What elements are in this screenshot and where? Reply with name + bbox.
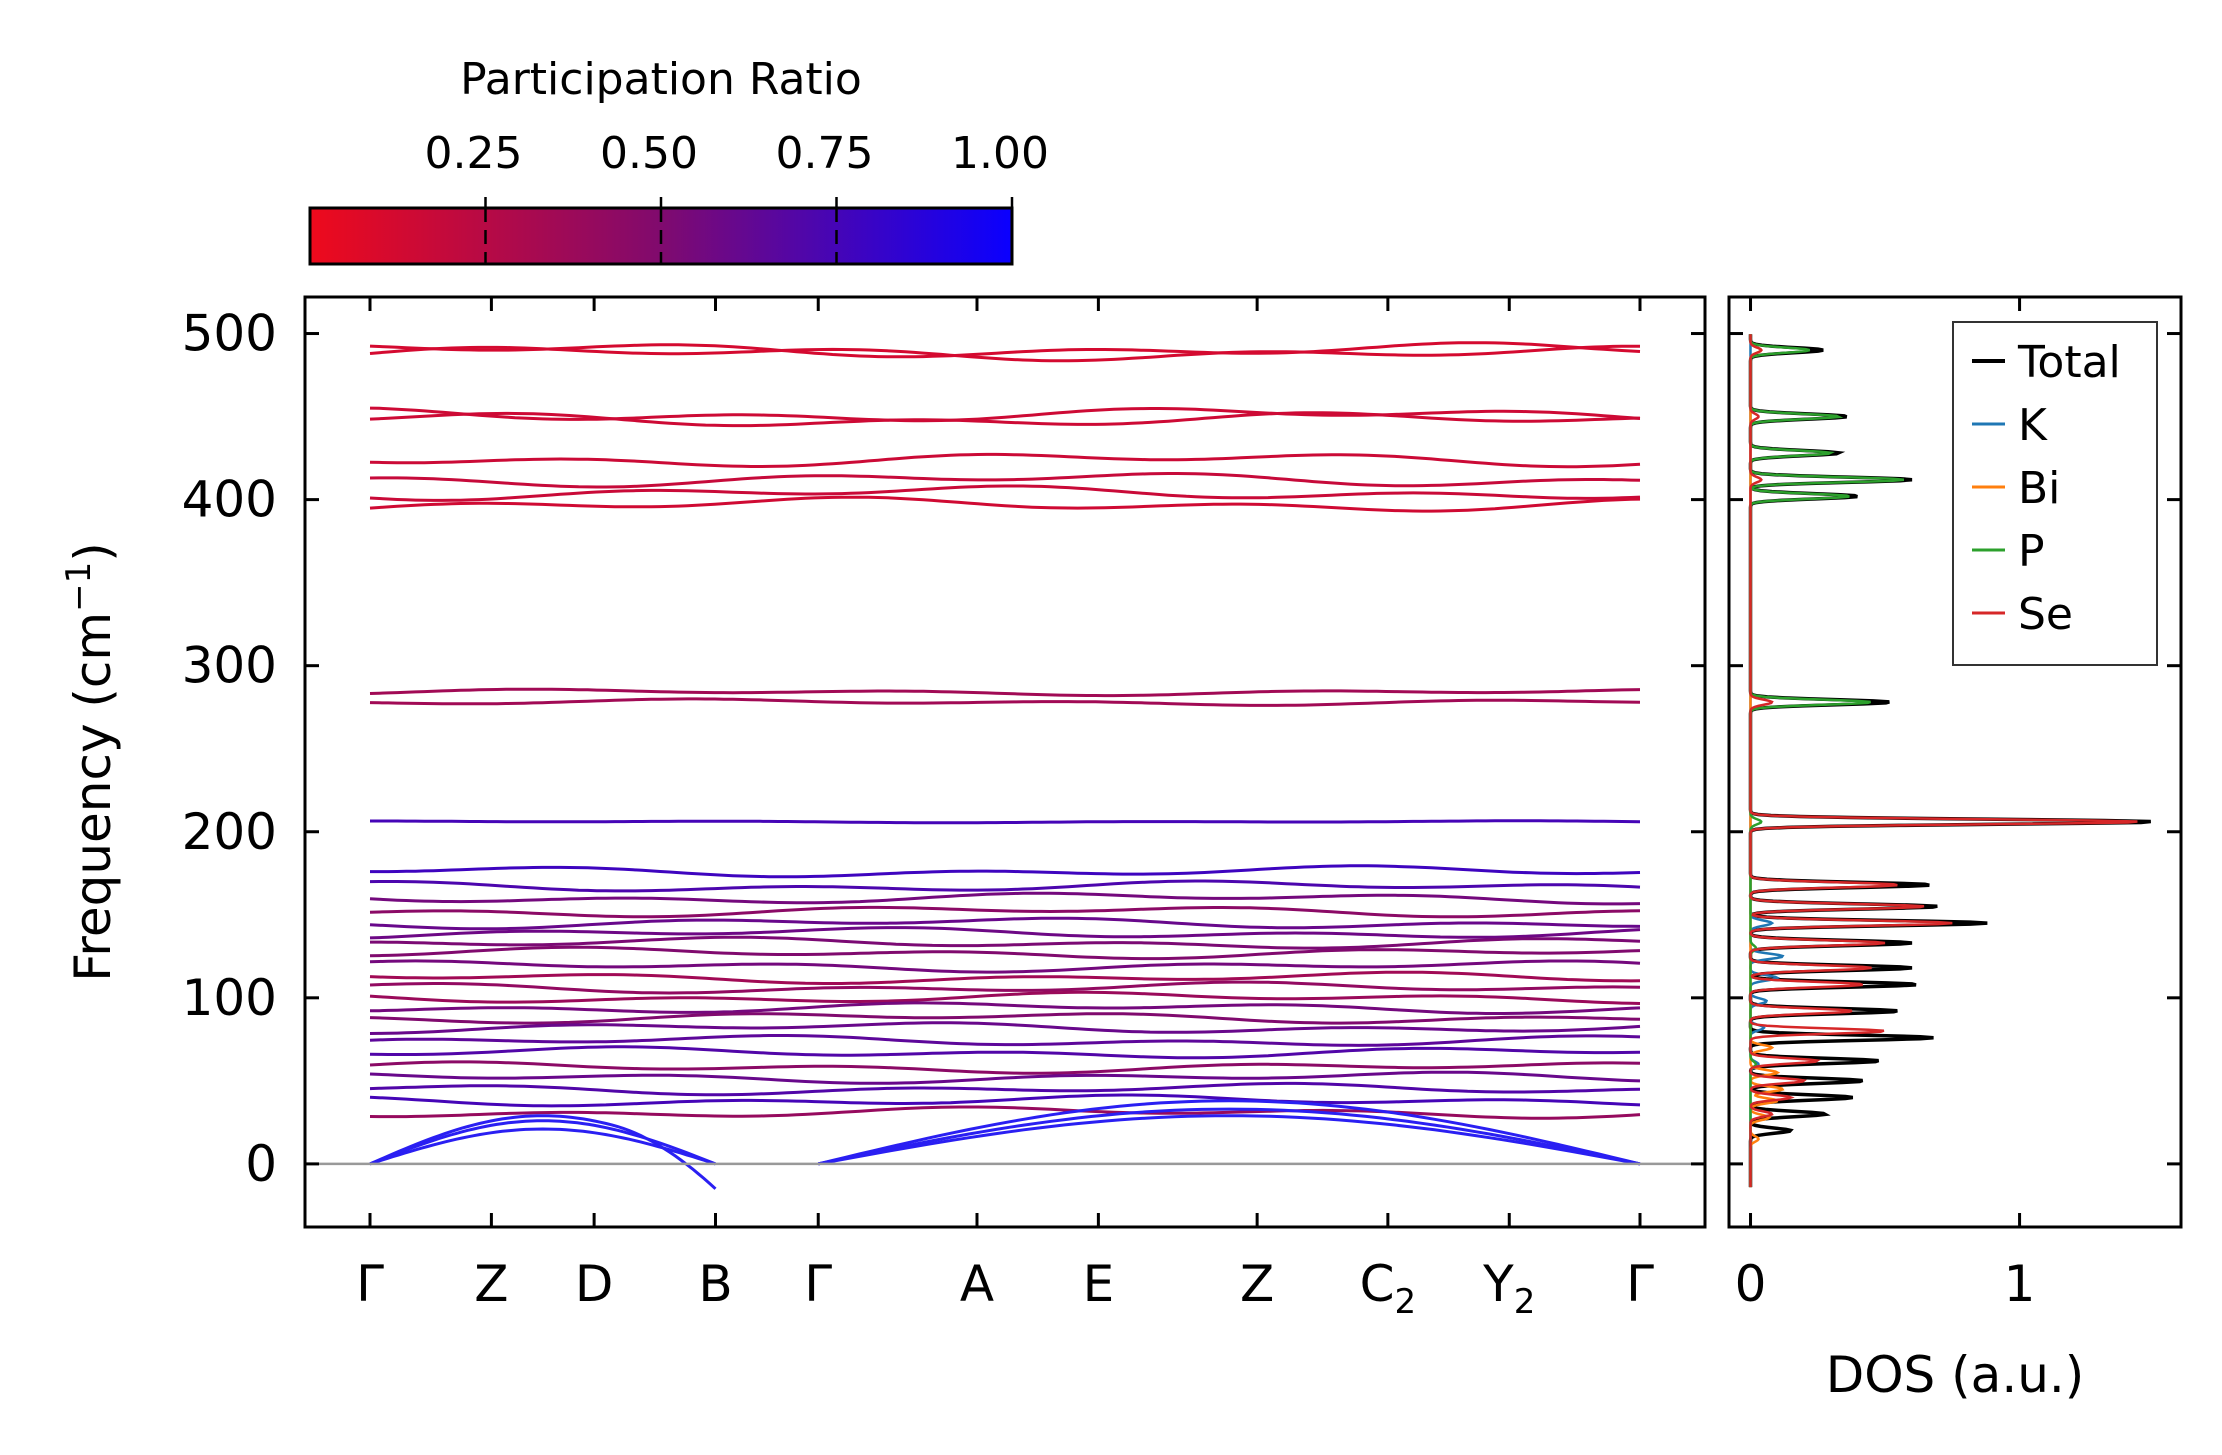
phonon-band: [370, 819, 1641, 825]
acoustic-branch: [369, 1119, 717, 1166]
k-point-label: E: [1083, 1255, 1115, 1313]
colorbar-ticks: 0.25 0.50 0.75 1.00: [425, 128, 1049, 264]
k-point-label: D: [575, 1255, 614, 1313]
k-point-label: Z: [1240, 1255, 1274, 1313]
phonon-band: [369, 1081, 1641, 1097]
phonon-band: [369, 905, 1641, 919]
dos-frame: [1727, 295, 2183, 1229]
phonon-band: [369, 879, 1641, 893]
x-axis-label-dos: DOS (a.u.): [1826, 1346, 2085, 1404]
band-frame: [303, 295, 1707, 1229]
dos-x-tick-label: 1: [2004, 1255, 2036, 1313]
k-point-label: Γ: [1626, 1255, 1654, 1313]
phonon-band: [369, 484, 1641, 502]
colorbar: Participation Ratio 0.25 0.50 0.75 1.00: [308, 54, 1049, 266]
k-point-label: A: [960, 1255, 994, 1313]
phonon-band: [369, 945, 1641, 961]
dos-curve-bi: [1749, 334, 1785, 1188]
phonon-band: [369, 344, 1640, 363]
dos-lines: [1748, 334, 2151, 1188]
acoustic-branch: [817, 1107, 1641, 1166]
phonon-band: [369, 1093, 1641, 1108]
band-structure-panel: 0 100 200 300 400 500 Γ Z D B Γ A E Z C2 Y2 Γ Frequency …: [59, 295, 1707, 1322]
phonon-band: [369, 1045, 1641, 1060]
phonon-band: [369, 959, 1641, 974]
phonon-band: [369, 406, 1641, 423]
dos-legend: Total K Bi P Se: [1952, 321, 2158, 666]
y-tick-label: 400: [182, 471, 277, 529]
y-tick-label: 200: [182, 803, 277, 861]
acoustic-branch: [817, 1099, 1641, 1166]
phonon-band: [369, 1070, 1641, 1085]
legend-label: Bi: [2018, 463, 2060, 514]
phonon-band: [369, 341, 1641, 359]
y-tick-label: 100: [182, 969, 277, 1027]
phonon-band: [369, 687, 1641, 698]
k-point-label: Γ: [356, 1255, 384, 1313]
phonon-band: [369, 452, 1641, 469]
y-tick-label: 0: [245, 1135, 277, 1193]
legend-label: P: [2018, 526, 2045, 577]
phonon-band: [369, 891, 1641, 906]
dos-curve-k: [1749, 334, 1785, 1188]
phonon-band: [369, 990, 1641, 1005]
k-point-label: Z: [474, 1255, 508, 1313]
phonon-band: [369, 697, 1641, 707]
acoustic-branch: [369, 1114, 717, 1190]
dos-curve-se: [1749, 334, 2138, 1188]
phonon-band: [369, 926, 1641, 940]
colorbar-tick-label: 1.00: [951, 128, 1049, 179]
phonon-band: [369, 411, 1641, 428]
y-axis-label: Frequency (cm−1): [59, 542, 122, 982]
phonon-band: [369, 916, 1641, 931]
phonon-band: [369, 970, 1641, 985]
k-point-label: B: [698, 1255, 732, 1313]
colorbar-tick-label: 0.50: [600, 128, 698, 179]
band-lines: [369, 341, 1641, 1190]
legend-frame: [1952, 321, 2158, 666]
dos-x-tick-label: 0: [1735, 1255, 1767, 1313]
acoustic-branch: [817, 1114, 1641, 1166]
legend-label: Se: [2018, 589, 2073, 640]
colorbar-title: Participation Ratio: [460, 54, 862, 105]
k-point-label: C2: [1360, 1255, 1417, 1322]
k-point-label: Γ: [804, 1255, 832, 1313]
phonon-band: [369, 1034, 1641, 1047]
colorbar-tick-label: 0.75: [776, 128, 874, 179]
phonon-band: [369, 980, 1641, 995]
phonon-band: [369, 472, 1641, 489]
k-point-label: Y2: [1482, 1255, 1535, 1322]
y-tick-label: 500: [182, 305, 277, 363]
phonon-band: [370, 864, 1641, 879]
phonon-band: [369, 495, 1641, 513]
phonon-band: [369, 1001, 1641, 1015]
band-axis-ticks: 0 100 200 300 400 500 Γ Z D B Γ A E Z C2 Y2 Γ: [182, 297, 1705, 1322]
phonon-band: [369, 1021, 1641, 1035]
legend-label: Total: [2017, 337, 2121, 388]
phonon-band: [369, 1012, 1641, 1025]
phonon-band: [369, 1060, 1641, 1075]
acoustic-branch: [369, 1127, 716, 1166]
legend-label: K: [2018, 400, 2048, 451]
legend-items: Total K Bi P Se: [1972, 337, 2121, 640]
colorbar-tick-label: 0.25: [425, 128, 523, 179]
phonon-band: [370, 935, 1641, 950]
y-tick-label: 300: [182, 637, 277, 695]
phonon-band: [369, 1105, 1641, 1120]
